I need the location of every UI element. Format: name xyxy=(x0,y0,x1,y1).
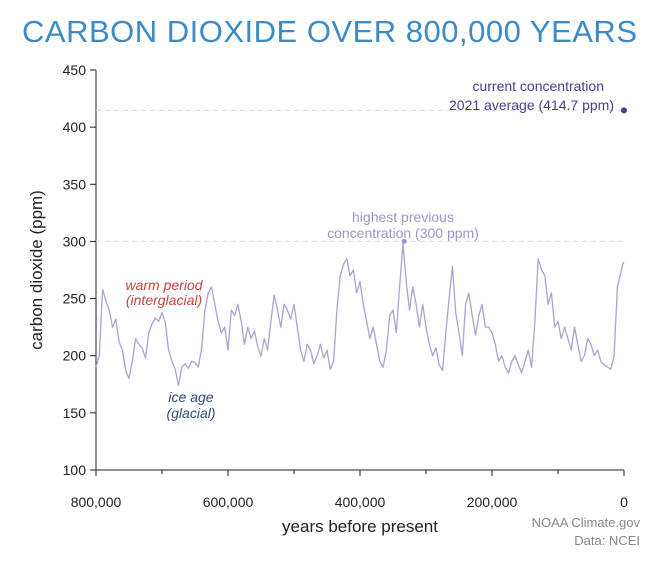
x-tick-label: 400,000 xyxy=(335,494,386,510)
highest-annotation-line1: highest previous xyxy=(352,209,454,225)
series-group xyxy=(95,243,625,387)
y-tick-label: 250 xyxy=(63,291,87,307)
x-tick-label: 200,000 xyxy=(467,494,518,510)
current-concentration-point xyxy=(621,107,627,114)
annotations: current concentration 2021 average (414.7… xyxy=(125,78,627,421)
x-tick-label: 800,000 xyxy=(71,494,122,510)
x-tick-label: 0 xyxy=(620,494,628,510)
co2-series-line xyxy=(95,243,625,387)
y-tick-label: 350 xyxy=(63,176,87,192)
y-tick-label: 200 xyxy=(63,348,87,364)
y-axis-label: carbon dioxide (ppm) xyxy=(27,190,46,350)
ice-age-label-line1: ice age xyxy=(168,389,213,405)
reference-lines xyxy=(96,109,624,242)
y-tick-label: 300 xyxy=(63,233,87,249)
y-tick-label: 450 xyxy=(63,62,87,78)
current-annotation-line1: current concentration xyxy=(472,78,604,94)
x-axis: 800,000 600,000 400,000 200,000 0 years befor… xyxy=(71,469,628,536)
ice-age-label-line2: (glacial) xyxy=(166,405,215,421)
y-tick-label: 100 xyxy=(63,462,87,478)
x-axis-label: years before present xyxy=(282,517,438,536)
chart-title: CARBON DIOXIDE OVER 800,000 YEARS xyxy=(22,14,638,49)
y-tick-label: 400 xyxy=(63,119,87,135)
warm-period-label-line1: warm period xyxy=(125,277,203,293)
x-tick-label: 600,000 xyxy=(203,494,254,510)
credit-data: Data: NCEI xyxy=(574,533,640,548)
current-annotation-line2: 2021 average (414.7 ppm) xyxy=(449,97,614,113)
y-tick-label: 150 xyxy=(63,405,87,421)
warm-period-label-line2: (interglacial) xyxy=(126,292,202,308)
highest-previous-point xyxy=(401,238,407,244)
y-axis: 100 150 200 250 300 350 400 450 carbon dioxide (… xyxy=(27,62,97,478)
credit-source: NOAA Climate.gov xyxy=(531,515,640,530)
highest-annotation-line2: concentration (300 ppm) xyxy=(327,225,479,241)
